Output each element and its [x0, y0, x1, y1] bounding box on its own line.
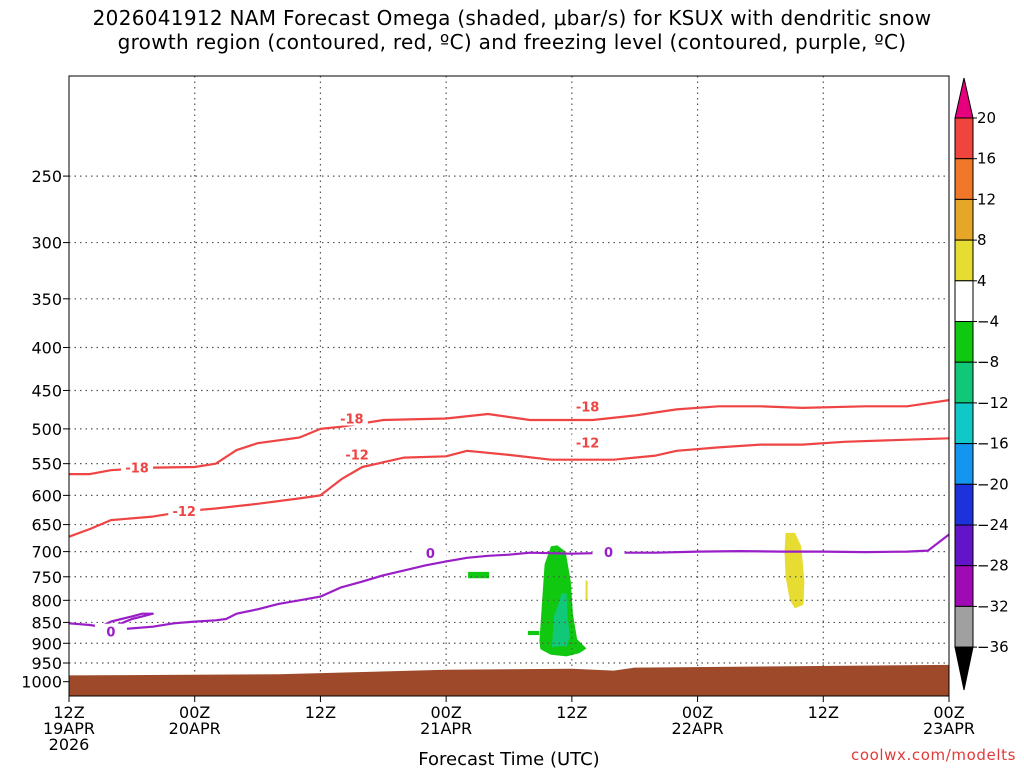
colorbar-tick-label-4: 4 [977, 272, 987, 290]
contour-label-bg-2-1 [414, 545, 447, 561]
credit-link[interactable]: coolwx.com/modelts [851, 746, 1016, 764]
colorbar-tick-label-9: −20 [977, 475, 1009, 493]
y-tick-label-850: 850 [31, 613, 62, 632]
plot-frame [68, 75, 950, 697]
contour-line-0 [69, 399, 950, 476]
x-tick-label-60-0: 00Z [682, 703, 713, 722]
y-tick-label-500: 500 [31, 420, 62, 439]
x-tick-label-36-1: 21APR [420, 719, 472, 738]
colorbar-tick-label-12: −32 [977, 597, 1009, 615]
x-tick-label-84-0: 00Z [933, 703, 964, 722]
chart-title: 2026041912 NAM Forecast Omega (shaded, μ… [0, 6, 1024, 54]
contour-label-1-0: -12 [172, 505, 196, 520]
contour-label-bg-0-1 [335, 410, 368, 426]
contour-label-0-2: -18 [576, 400, 600, 415]
contour-label-1-2: -12 [576, 436, 600, 451]
y-tick-label-450: 450 [31, 381, 62, 400]
contour-label-bg-1-1 [341, 446, 374, 462]
contour-label-2-2: 0 [604, 546, 613, 561]
gridlines [69, 76, 949, 696]
contour-label-bg-2-0 [94, 623, 127, 639]
terrain-fill [69, 664, 949, 696]
colorbar-segment-12 [954, 565, 974, 607]
colorbar-tick-label-3: 8 [977, 231, 987, 249]
contour-label-0-0: -18 [125, 462, 149, 477]
colorbar-segment-3 [954, 198, 974, 241]
contour-label-2-0: 0 [106, 626, 115, 641]
colorbar-tick-label-6: −8 [977, 353, 999, 371]
omega-region-1 [527, 630, 540, 636]
y-tick-label-950: 950 [31, 654, 62, 673]
contour-line-1 [68, 437, 950, 538]
omega-region-3 [552, 593, 570, 648]
colorbar-bottom-arrow [954, 646, 974, 691]
colorbar-segment-10 [954, 483, 974, 526]
contour-label-bg-1-0 [168, 502, 201, 518]
y-tick-label-900: 900 [31, 634, 62, 653]
x-tick-label-48-0: 12Z [556, 703, 587, 722]
x-tick-label-12-1: 20APR [169, 719, 221, 738]
contour-label-bg-2-2 [592, 544, 625, 560]
y-tick-label-350: 350 [31, 290, 62, 309]
colorbar-segment-11 [954, 524, 974, 567]
colorbar-tick-label-7: −12 [977, 394, 1009, 412]
colorbar-segment-2 [954, 158, 974, 200]
omega-region-4 [784, 532, 805, 609]
terrain-polygon [69, 664, 949, 696]
colorbar-tick-label-8: −16 [977, 435, 1009, 453]
colorbar-segment-6 [954, 321, 974, 363]
omega-region-5 [585, 580, 588, 601]
y-tick-label-750: 750 [31, 568, 62, 587]
colorbar: 20 16 12 8 4 −4 −8 −12 −16 −20 −24 −28 −32 −36 [954, 77, 1009, 691]
y-tick-label-600: 600 [31, 486, 62, 505]
title-line-2: growth region (contoured, red, ºC) and f… [117, 30, 907, 54]
contour-label-bg-0-2 [571, 398, 604, 414]
colorbar-tick-label-5: −4 [977, 313, 999, 331]
colorbar-segment-1 [954, 117, 974, 160]
colorbar-segment-9 [954, 443, 974, 485]
x-tick-label-0-2: 2026 [49, 735, 90, 754]
colorbar-segment-7 [954, 361, 974, 404]
colorbar-tick-label-10: −24 [977, 516, 1009, 534]
y-tick-label-550: 550 [31, 455, 62, 474]
x-axis-label: Forecast Time (UTC) [418, 749, 599, 768]
y-tick-label-700: 700 [31, 543, 62, 562]
y-tick-label-300: 300 [31, 234, 62, 253]
colorbar-segment-8 [954, 402, 974, 445]
colorbar-segment-4 [954, 239, 974, 282]
temperature-contours: -18 -18 -18 -12 -12 -12 0 0 0 [68, 398, 950, 641]
contour-label-bg-1-2 [571, 434, 604, 450]
colorbar-top-arrow [954, 77, 974, 119]
contour-line-2 [68, 533, 950, 631]
y-tick-label-400: 400 [31, 339, 62, 358]
y-tick-label-250: 250 [31, 167, 62, 186]
x-tick-label-0-0: 12Z [53, 703, 84, 722]
contour-label-2-1: 0 [426, 547, 435, 562]
colorbar-tick-label-11: −28 [977, 557, 1009, 575]
colorbar-tick-label-13: −36 [977, 638, 1009, 656]
y-tick-label-650: 650 [31, 516, 62, 535]
colorbar-tick-label-0: 20 [977, 109, 996, 127]
x-tick-label-0-1: 19APR [43, 719, 95, 738]
colorbar-segment-5 [954, 280, 974, 322]
x-tick-label-12-0: 00Z [179, 703, 210, 722]
y-tick-label-1000: 1000 [21, 673, 62, 692]
x-tick-label-60-1: 22APR [672, 719, 724, 738]
contour-label-bg-0-0 [121, 459, 154, 475]
y-tick-label-800: 800 [31, 591, 62, 610]
colorbar-tick-label-1: 16 [977, 150, 996, 168]
x-tick-label-72-0: 12Z [808, 703, 839, 722]
x-tick-label-84-1: 23APR [923, 719, 975, 738]
colorbar-tick-label-2: 12 [977, 190, 996, 208]
title-line-1: 2026041912 NAM Forecast Omega (shaded, μ… [92, 6, 932, 30]
x-tick-label-24-0: 12Z [305, 703, 336, 722]
y-axis-ticks: 250 300 350 400 450 500 550 600 650 700 750 800 850 9… [21, 167, 69, 692]
contour-label-0-1: -18 [340, 413, 364, 428]
colorbar-segment-13 [954, 605, 974, 648]
omega-region-0 [468, 571, 490, 579]
contour-label-1-1: -12 [345, 448, 369, 463]
x-tick-label-36-0: 00Z [430, 703, 461, 722]
